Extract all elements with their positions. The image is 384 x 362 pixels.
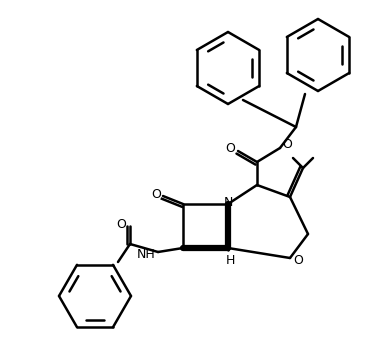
Text: H: H (225, 253, 235, 266)
Text: O: O (293, 253, 303, 266)
Text: O: O (225, 143, 235, 156)
Text: O: O (116, 218, 126, 231)
Text: N: N (223, 197, 233, 210)
Text: O: O (282, 139, 292, 152)
Text: O: O (151, 189, 161, 202)
Text: NH: NH (136, 248, 155, 261)
